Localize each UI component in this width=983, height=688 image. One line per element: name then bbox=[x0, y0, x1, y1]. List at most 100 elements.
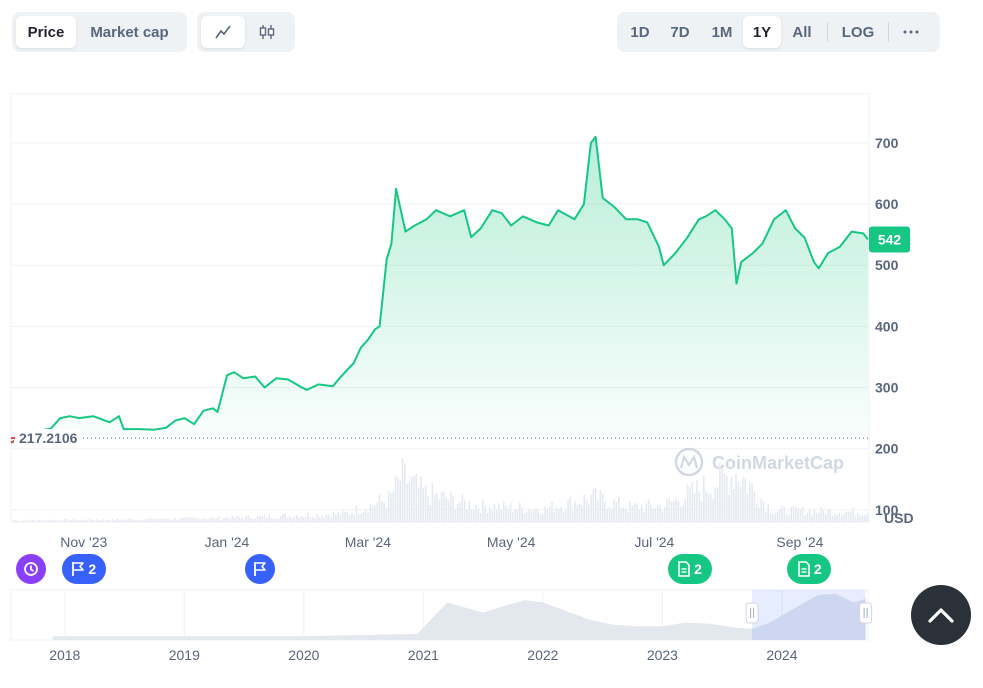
volume-bar bbox=[390, 492, 392, 522]
volume-bar bbox=[857, 513, 859, 522]
volume-bar bbox=[443, 491, 445, 522]
volume-bar bbox=[236, 516, 238, 522]
volume-bar bbox=[806, 512, 809, 522]
volume-bar bbox=[707, 493, 710, 522]
volume-bar bbox=[328, 514, 330, 522]
volume-bar bbox=[167, 518, 169, 522]
range-1d-button[interactable]: 1D bbox=[630, 23, 650, 41]
volume-bar bbox=[381, 501, 383, 522]
volume-bar bbox=[42, 520, 45, 522]
volume-bar bbox=[544, 505, 546, 522]
volume-bar bbox=[578, 503, 581, 522]
volume-bar bbox=[17, 520, 20, 522]
current-price-badge bbox=[869, 226, 910, 253]
volume-bar bbox=[415, 473, 418, 522]
volume-bar bbox=[309, 517, 312, 522]
document-icon bbox=[677, 561, 691, 577]
volume-bar bbox=[121, 520, 123, 522]
volume-bar bbox=[822, 510, 825, 522]
volume-bar bbox=[187, 517, 190, 522]
price-tab[interactable]: Price bbox=[16, 16, 76, 48]
volume-bar bbox=[776, 511, 779, 522]
volume-bar bbox=[650, 504, 652, 522]
volume-bar bbox=[496, 510, 498, 522]
navigator-right-handle[interactable] bbox=[859, 602, 873, 624]
volume-bar bbox=[286, 517, 289, 522]
candlestick-button[interactable] bbox=[245, 16, 289, 48]
event-marker-flag[interactable]: 2 bbox=[61, 554, 106, 584]
volume-bar bbox=[98, 520, 100, 522]
x-tick-label: Mar '24 bbox=[345, 534, 391, 550]
log-scale-button[interactable]: LOG bbox=[841, 23, 875, 41]
volume-bar bbox=[109, 520, 112, 522]
volume-bar bbox=[436, 492, 438, 522]
volume-bar bbox=[348, 514, 351, 522]
volume-bar bbox=[590, 495, 592, 522]
volume-bar bbox=[217, 516, 220, 522]
range-1m-button[interactable]: 1M bbox=[711, 23, 733, 41]
y-tick-label: 700 bbox=[875, 135, 899, 151]
volume-bar bbox=[581, 505, 583, 522]
volume-bar bbox=[811, 515, 813, 522]
volume-bar bbox=[767, 504, 769, 522]
volume-bar bbox=[256, 515, 259, 522]
event-marker-document[interactable]: 2 bbox=[787, 554, 832, 584]
volume-bar bbox=[59, 520, 61, 522]
volume-bar bbox=[565, 510, 567, 522]
more-options-button[interactable] bbox=[893, 16, 929, 48]
range-7d-button[interactable]: 7D bbox=[670, 23, 690, 41]
line-chart-button[interactable] bbox=[201, 16, 245, 48]
volume-bar bbox=[399, 480, 401, 522]
event-count: 2 bbox=[88, 561, 97, 577]
volume-bar bbox=[245, 515, 247, 522]
volume-bar bbox=[818, 513, 820, 522]
y-tick-label: 600 bbox=[875, 196, 899, 212]
event-marker-flag[interactable] bbox=[244, 554, 275, 584]
watermark-text: CoinMarketCap bbox=[712, 453, 844, 473]
volume-bar bbox=[735, 473, 737, 522]
volume-bar bbox=[709, 493, 712, 522]
volume-bar bbox=[335, 514, 337, 522]
volume-bar bbox=[583, 494, 585, 522]
volume-bar bbox=[627, 511, 629, 522]
volume-bar bbox=[364, 509, 367, 522]
volume-bar bbox=[15, 520, 17, 522]
volume-bar bbox=[654, 508, 657, 522]
volume-bar bbox=[843, 513, 845, 522]
volume-bar bbox=[845, 511, 848, 522]
volume-bar bbox=[477, 508, 480, 522]
open-price-label-bg bbox=[14, 429, 80, 448]
range-1y-button[interactable]: 1Y bbox=[743, 16, 781, 48]
volume-bar bbox=[279, 515, 282, 522]
volume-bar bbox=[836, 515, 838, 522]
volume-bar bbox=[560, 506, 562, 522]
volume-bar bbox=[36, 520, 38, 522]
volume-bar bbox=[100, 520, 102, 522]
volume-bar bbox=[608, 506, 611, 522]
range-all-button[interactable]: All bbox=[792, 23, 812, 41]
volume-bar bbox=[137, 519, 139, 522]
document-icon bbox=[797, 561, 811, 577]
history-icon bbox=[23, 561, 39, 577]
volume-bar bbox=[801, 506, 804, 522]
volume-bar bbox=[38, 519, 40, 522]
volume-bar bbox=[194, 517, 197, 522]
volume-bar bbox=[300, 516, 303, 522]
volume-bar bbox=[68, 520, 70, 522]
volume-bar bbox=[277, 518, 280, 522]
navigator-left-handle[interactable] bbox=[745, 602, 759, 624]
volume-bar bbox=[431, 483, 434, 522]
volume-bar bbox=[624, 508, 627, 522]
volume-bar bbox=[824, 514, 827, 522]
flag-icon bbox=[253, 561, 267, 577]
market-cap-tab[interactable]: Market cap bbox=[90, 23, 169, 41]
volume-bar bbox=[293, 516, 296, 522]
volume-bar bbox=[785, 514, 788, 522]
scroll-to-top-button[interactable] bbox=[911, 585, 971, 645]
navigator-year-label: 2021 bbox=[408, 647, 439, 663]
event-marker-history[interactable] bbox=[16, 554, 46, 584]
volume-bar bbox=[134, 519, 137, 522]
volume-bar bbox=[371, 505, 374, 522]
event-marker-document[interactable]: 2 bbox=[667, 554, 712, 584]
